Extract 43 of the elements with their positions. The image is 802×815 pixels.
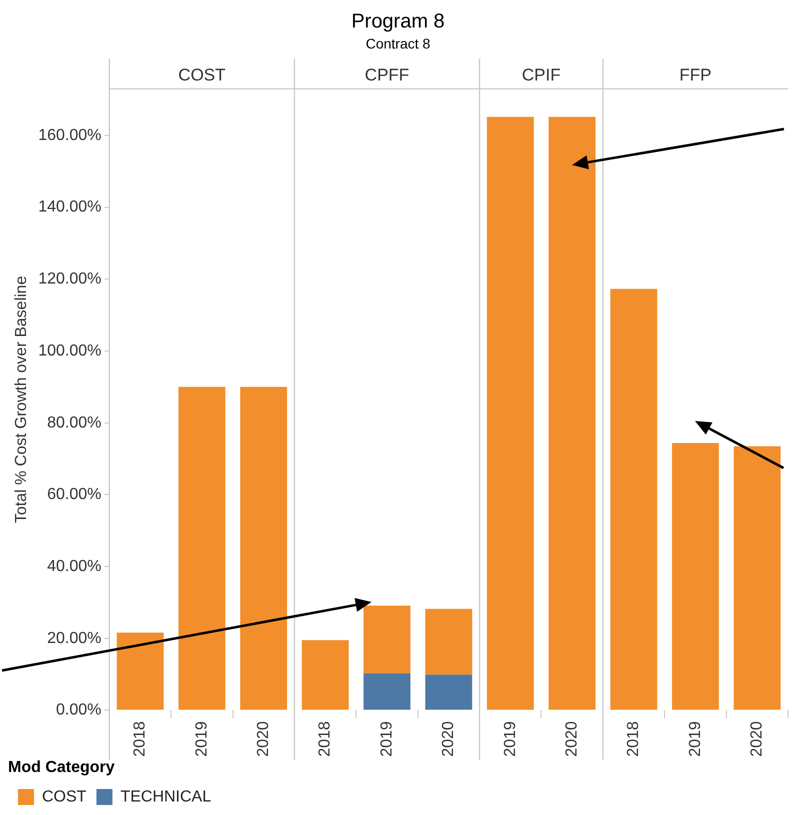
bar	[178, 386, 226, 710]
bar	[302, 640, 349, 710]
x-tick-label: 2019	[686, 721, 704, 757]
y-tick-label: 160.00%	[38, 126, 102, 144]
x-tick-label: 2019	[502, 721, 519, 757]
chart-subtitle: Contract 8	[366, 35, 431, 52]
legend-title: Mod Category	[8, 759, 115, 776]
bar	[425, 608, 472, 675]
x-tick-label: 2019	[193, 721, 210, 757]
x-tick-label: 2018	[625, 721, 642, 757]
x-tick-label: 2019	[378, 721, 396, 757]
text: COST	[178, 65, 226, 84]
x-tick-label: 2020	[563, 721, 580, 757]
bar	[486, 116, 534, 710]
y-tick-label: 20.00%	[47, 630, 102, 647]
y-tick-label: 120.00%	[38, 270, 102, 288]
text: FFP	[679, 65, 712, 84]
bar	[610, 288, 658, 710]
y-tick-label: 100.00%	[38, 342, 102, 360]
bar	[734, 446, 781, 710]
y-tick-label: 0.00%	[56, 702, 102, 719]
y-tick-label: 80.00%	[47, 414, 102, 432]
bar	[548, 116, 596, 710]
x-tick-label: 2020	[440, 721, 458, 757]
text: CPFF	[364, 65, 410, 84]
bar	[364, 673, 410, 710]
bar	[672, 442, 719, 710]
bar	[364, 606, 410, 674]
bar	[425, 674, 472, 710]
x-tick-label: 2020	[748, 721, 766, 757]
chart-title: Program 8	[351, 10, 445, 33]
y-tick-label: 60.00%	[47, 486, 102, 504]
x-tick-label: 2018	[132, 721, 149, 757]
y-tick-label: 140.00%	[38, 198, 102, 216]
x-tick-label: 2018	[316, 721, 334, 757]
legend-label: TECHNICAL	[120, 788, 212, 806]
y-axis-title: Total % Cost Growth over Baseline	[13, 276, 30, 524]
bar	[116, 632, 164, 710]
legend-label: COST	[42, 788, 87, 806]
text: CPIF	[522, 65, 561, 84]
x-tick-label: 2020	[255, 721, 272, 757]
y-tick-label: 40.00%	[47, 558, 102, 575]
bar	[240, 386, 288, 710]
